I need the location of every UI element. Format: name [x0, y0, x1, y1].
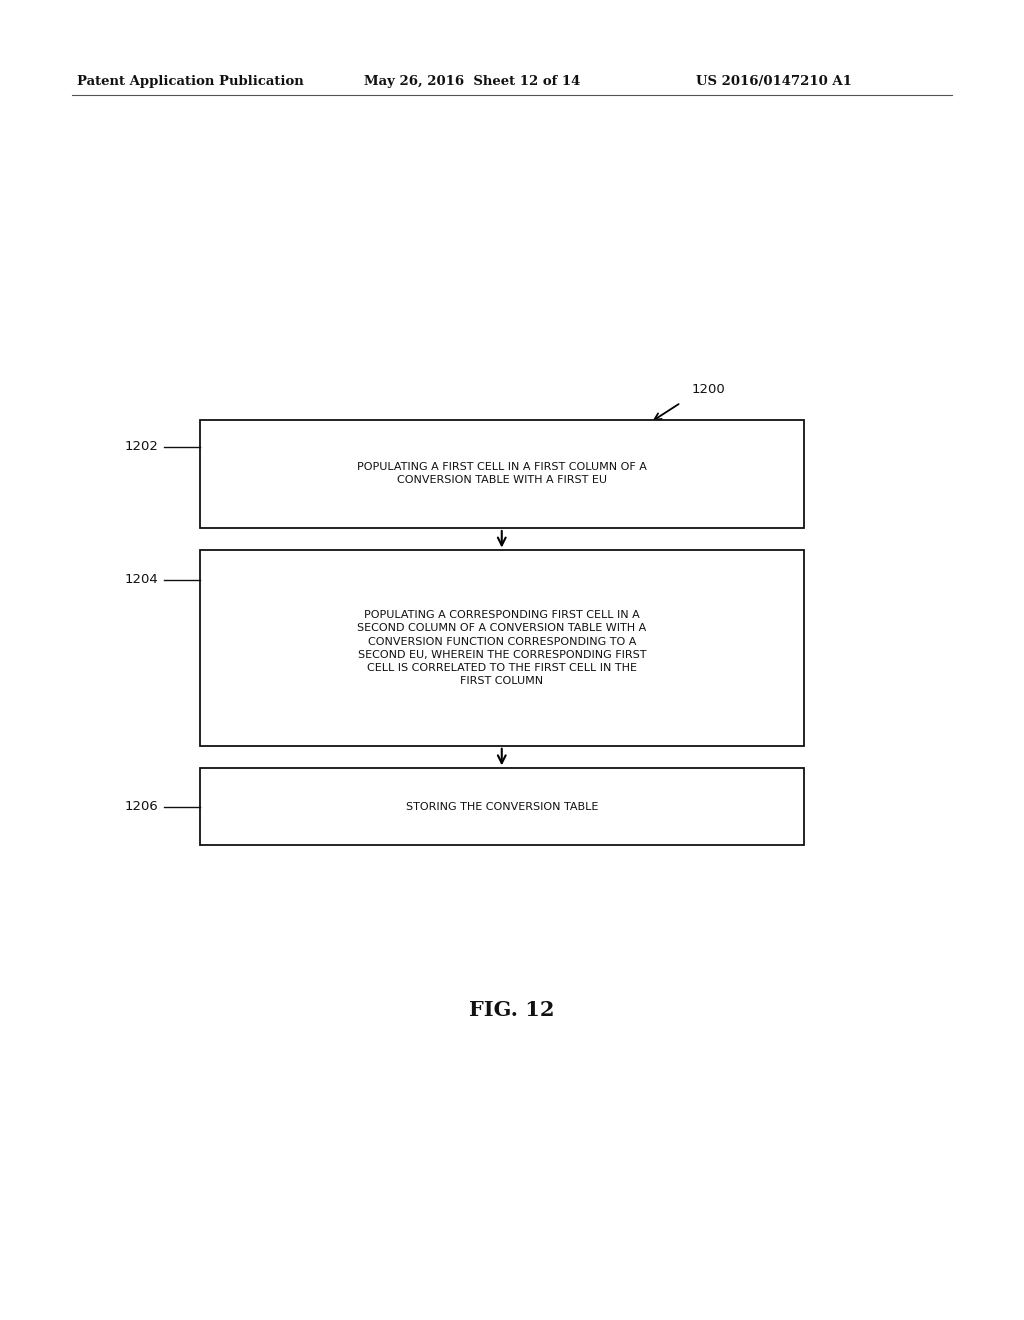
- Text: FIG. 12: FIG. 12: [469, 999, 555, 1020]
- Text: 1204: 1204: [125, 573, 159, 586]
- Text: STORING THE CONVERSION TABLE: STORING THE CONVERSION TABLE: [406, 801, 598, 812]
- Bar: [200, 420, 804, 528]
- Bar: [200, 768, 804, 845]
- Text: US 2016/0147210 A1: US 2016/0147210 A1: [696, 75, 852, 88]
- Bar: [200, 550, 804, 746]
- Text: 1200: 1200: [691, 383, 725, 396]
- Text: 1206: 1206: [125, 800, 159, 813]
- Text: 1202: 1202: [125, 441, 159, 453]
- Text: POPULATING A CORRESPONDING FIRST CELL IN A
SECOND COLUMN OF A CONVERSION TABLE W: POPULATING A CORRESPONDING FIRST CELL IN…: [357, 610, 646, 686]
- Text: May 26, 2016  Sheet 12 of 14: May 26, 2016 Sheet 12 of 14: [364, 75, 580, 88]
- Text: Patent Application Publication: Patent Application Publication: [77, 75, 303, 88]
- Text: POPULATING A FIRST CELL IN A FIRST COLUMN OF A
CONVERSION TABLE WITH A FIRST EU: POPULATING A FIRST CELL IN A FIRST COLUM…: [356, 462, 647, 486]
